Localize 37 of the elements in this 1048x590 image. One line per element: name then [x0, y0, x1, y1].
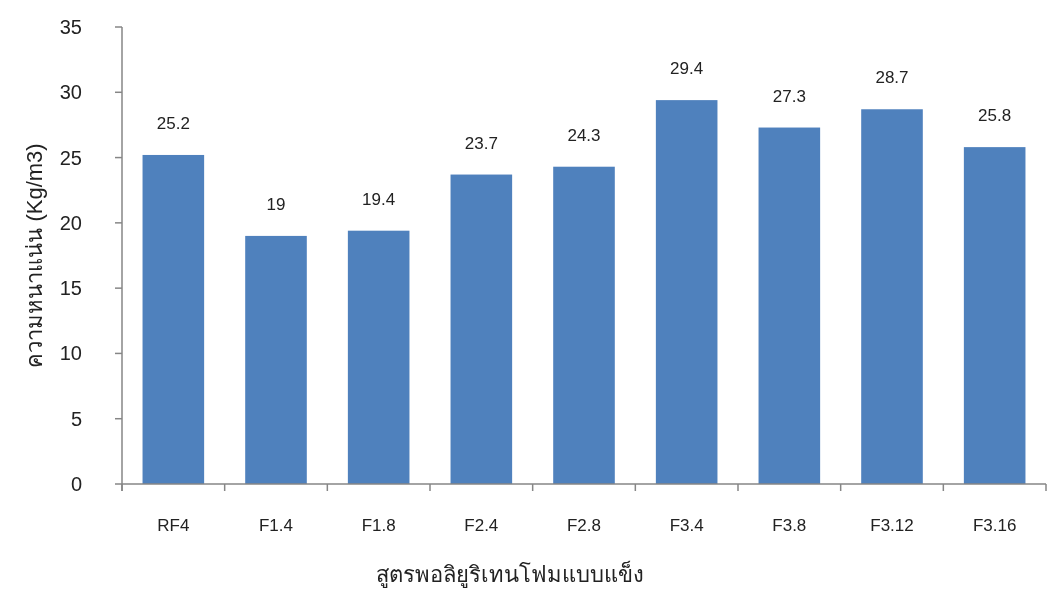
x-tick-label: F2.4: [464, 516, 499, 535]
bar: [758, 127, 821, 484]
bar: [963, 147, 1026, 484]
data-label: 27.3: [772, 86, 806, 106]
y-tick-label: 5: [70, 407, 82, 430]
bar: [450, 174, 513, 484]
data-label: 25.2: [156, 113, 190, 133]
bar: [553, 166, 615, 484]
y-tick-label: 25: [59, 146, 82, 169]
x-tick-label: F2.8: [566, 516, 602, 535]
bar: [861, 109, 923, 484]
y-tick-label: 30: [59, 81, 82, 104]
x-tick-label: F3.8: [772, 516, 807, 535]
data-label: 29.4: [670, 59, 704, 79]
y-axis-title: ความหนาแน่น (Kg/m3): [22, 143, 47, 368]
bar: [347, 230, 410, 484]
x-tick-label: RF4: [157, 516, 190, 535]
data-label: 28.7: [875, 68, 909, 88]
data-label: 19: [266, 194, 286, 214]
bar: [655, 100, 718, 484]
x-tick-label: F3.12: [870, 516, 914, 535]
data-label: 23.7: [464, 133, 498, 153]
y-tick-label: 35: [59, 16, 82, 38]
y-tick-label: 0: [70, 473, 82, 495]
y-tick-label: 20: [59, 211, 82, 234]
bar: [245, 235, 307, 484]
data-label: 25.8: [978, 106, 1012, 126]
x-axis-title: สูตรพอลิยูริเทนโฟมแบบแข็ง: [376, 560, 645, 588]
bar: [142, 154, 205, 484]
x-tick-label: F1.8: [361, 516, 396, 535]
x-tick-label: F3.16: [972, 516, 1017, 535]
data-label: 24.3: [567, 125, 601, 145]
x-tick-label: F1.4: [258, 516, 294, 535]
y-tick-label: 15: [59, 277, 82, 300]
data-label: 19.4: [362, 189, 396, 209]
y-tick-label: 10: [59, 342, 82, 365]
x-tick-label: F3.4: [669, 516, 704, 535]
